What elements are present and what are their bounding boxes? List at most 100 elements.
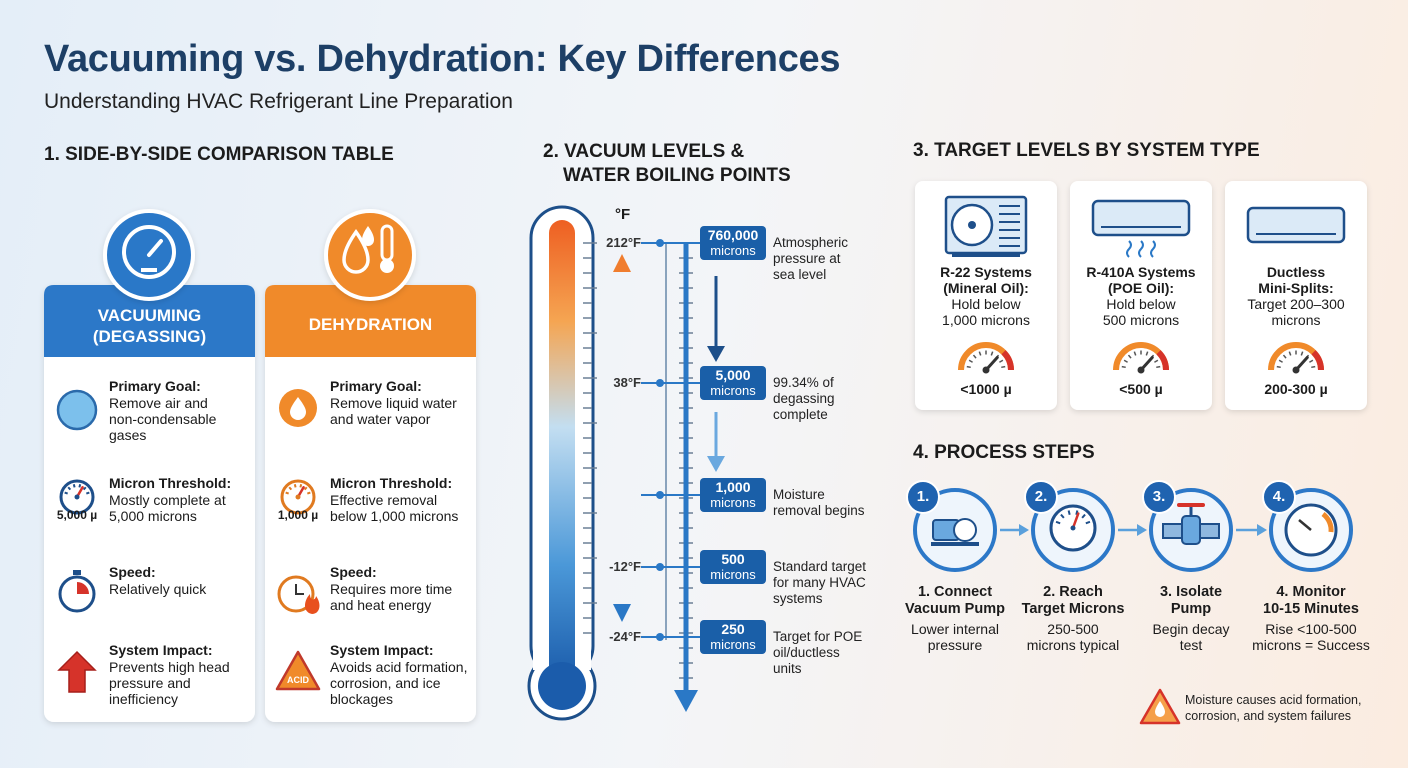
text-line: Atmospheric	[773, 235, 849, 250]
section-heading: 2. VACUUM LEVELS & WATER BOILING POINTS	[543, 140, 791, 188]
item-label: Primary Goal:	[330, 378, 422, 394]
gauge-tick	[1001, 365, 1006, 369]
item-text: Remove liquid water and water vapor	[330, 395, 457, 427]
gauge-hub	[295, 494, 301, 500]
flow-arrow-head	[1137, 524, 1147, 536]
gauge-hub	[1070, 525, 1076, 531]
step-badge	[1262, 480, 1296, 514]
gauge-tick	[1075, 510, 1079, 516]
text-line: Rise <100-500	[1265, 621, 1357, 637]
gauge-arc-red	[1311, 350, 1324, 371]
system-desc: Hold below 500 microns	[1070, 296, 1212, 328]
text-line: non-condensable	[109, 411, 217, 427]
gauge-tick	[299, 484, 303, 488]
text-line: complete	[773, 407, 828, 422]
item-label: Speed:	[330, 564, 377, 580]
micron-badge	[700, 366, 766, 400]
step-title: 4. Monitor 10-15 Minutes	[1246, 584, 1376, 618]
gauge-tick	[1300, 351, 1304, 356]
text-line: Avoids acid formation,	[330, 659, 468, 675]
thermometer-bulb	[538, 662, 586, 710]
micron-badge	[700, 478, 766, 512]
gauge-hub	[1137, 366, 1145, 374]
micron-unit: microns	[710, 637, 756, 652]
text-line: 250-500	[1047, 621, 1099, 637]
pump-base	[931, 542, 979, 546]
text-line: (Mineral Oil):	[943, 280, 1029, 296]
icon-label: ACID	[287, 675, 309, 685]
item-label: Micron Threshold:	[109, 475, 232, 491]
step-badge	[1142, 480, 1176, 514]
text-line: (POE Oil):	[1107, 280, 1175, 296]
text-line: R-22 Systems	[940, 264, 1032, 280]
stopwatch-crown	[73, 570, 81, 575]
text-line: (DEGASSING)	[92, 327, 207, 346]
step-arrow-head	[707, 456, 725, 472]
text-line: systems	[773, 591, 823, 606]
micron-unit: microns	[710, 567, 756, 582]
clock-hands	[295, 584, 304, 595]
text-line: Standard target	[773, 559, 867, 574]
gauge-tick	[966, 365, 971, 369]
section-heading: 1. SIDE-BY-SIDE COMPARISON TABLE	[44, 144, 394, 165]
gauge-tick	[1060, 513, 1065, 519]
gauge-tick	[288, 486, 293, 491]
gauge-tick	[1085, 520, 1091, 525]
item-text: Remove air and non-condensable gases	[109, 395, 216, 443]
level-note: Standard target for many HVAC systems	[773, 559, 866, 607]
gauge-hub	[1292, 366, 1300, 374]
wall-unit	[1246, 206, 1346, 244]
text-line: test	[1179, 637, 1203, 653]
item-text: Avoids acid formation, corrosion, and ice…	[330, 659, 467, 707]
text-line: and heat energy	[330, 597, 432, 613]
gauge-label: <1000 µ	[960, 381, 1012, 397]
airflow	[1150, 240, 1156, 258]
system-name: R-410A Systems (POE Oil):	[1070, 264, 1212, 296]
micron-badge	[700, 550, 766, 584]
title: Vacuuming vs. Dehydration: Key Differenc…	[44, 38, 841, 80]
text-line: 2. Reach	[1043, 584, 1103, 600]
gauge-tick	[306, 491, 311, 495]
text-line: Hold below	[951, 296, 1021, 312]
gauge-tick	[1309, 359, 1314, 363]
step-desc: Begin decay test	[1126, 621, 1256, 653]
icon-gauge	[122, 225, 176, 279]
system-desc: Hold below 1,000 microns	[915, 296, 1057, 328]
text-line: Prevents high head	[109, 659, 230, 675]
text-line: removal begins	[773, 503, 865, 518]
text-line: microns typical	[1026, 637, 1120, 653]
step-desc: 250-500 microns typical	[1008, 621, 1138, 653]
system-name: R-22 Systems (Mineral Oil):	[915, 264, 1057, 296]
gauge-tick	[1278, 359, 1283, 363]
pump-motor	[953, 518, 977, 542]
step-desc: Lower internal pressure	[890, 621, 1020, 653]
gauge-tick	[1145, 351, 1149, 356]
text-line: Lower internal	[911, 621, 999, 637]
gauge-tick	[999, 359, 1004, 363]
gauge-tick	[64, 491, 69, 495]
icon-thermo-bulb	[380, 259, 394, 273]
text-line: Effective removal	[330, 492, 438, 508]
micron-value: 5,000	[715, 367, 751, 383]
section-heading: 4. PROCESS STEPS	[913, 442, 1095, 463]
text-line: VACUUMING	[97, 306, 202, 325]
temp-label: -12°F	[609, 559, 641, 574]
step-number: 3.	[1152, 488, 1166, 505]
item-text: Prevents high head pressure and inefficien…	[109, 659, 230, 707]
text-line: oil/ductless	[773, 645, 840, 660]
gauge-tick	[1282, 354, 1287, 359]
gauge-tick	[1154, 359, 1159, 363]
main-arrow-head	[674, 690, 698, 712]
item-text: Requires more time and heat energy	[330, 581, 452, 613]
text-line: Begin decay	[1152, 621, 1230, 637]
text-line: DEHYDRATION	[308, 315, 433, 334]
gauge-tick	[972, 354, 977, 359]
text-line: below 1,000 microns	[330, 508, 459, 524]
text-line: 2. VACUUM LEVELS &	[543, 141, 745, 162]
text-line: microns	[1271, 312, 1321, 328]
connector-dot	[656, 379, 664, 387]
item-label: Speed:	[109, 564, 156, 580]
gauge-tick	[85, 491, 90, 495]
gauge-hub	[74, 494, 80, 500]
text-line: 10-15 Minutes	[1263, 601, 1359, 617]
